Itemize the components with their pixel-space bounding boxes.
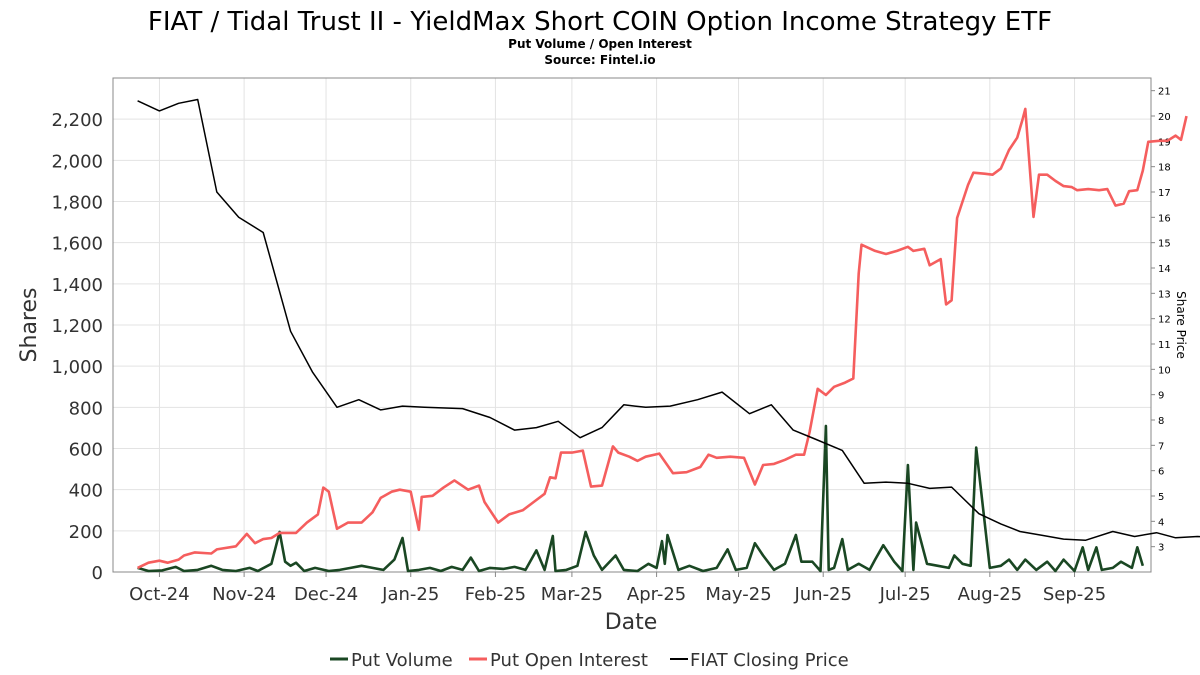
x-tick-label: Jul-25 xyxy=(879,584,931,605)
y-tick-label: 1,800 xyxy=(51,193,103,214)
x-tick-label: Oct-24 xyxy=(129,584,190,605)
y2-tick-label: 14 xyxy=(1158,264,1171,275)
chart-source: Source: Fintel.io xyxy=(544,53,655,67)
y2-tick-label: 3 xyxy=(1158,543,1164,554)
y2-tick-label: 5 xyxy=(1158,492,1164,503)
y2-tick-label: 6 xyxy=(1158,467,1164,478)
x-tick-label: Feb-25 xyxy=(465,584,526,605)
y-tick-label: 400 xyxy=(69,481,103,502)
y2-tick-label: 19 xyxy=(1158,137,1171,148)
y-tick-label: 0 xyxy=(92,563,103,584)
y2-tick-label: 11 xyxy=(1158,340,1171,351)
y-tick-label: 2,200 xyxy=(51,110,103,131)
y-tick-label: 200 xyxy=(69,522,103,543)
chart-subtitle: Put Volume / Open Interest xyxy=(508,37,692,51)
y2-tick-label: 20 xyxy=(1158,112,1171,123)
y-axis-title: Shares xyxy=(17,288,42,363)
legend: Put Volume Put Open Interest FIAT Closing … xyxy=(330,650,849,671)
y-tick-label: 1,400 xyxy=(51,275,103,296)
gridlines xyxy=(113,78,1151,573)
x-axis: Oct-24 Nov-24 Dec-24 Jan-25 Feb-25 Mar-25 Apr-… xyxy=(129,572,1106,605)
y-axis-left: 0 200 400 600 800 1,000 1,200 1,400 1,600 1,800 2,… xyxy=(51,110,103,584)
x-tick-label: Apr-25 xyxy=(627,584,686,605)
x-axis-title: Date xyxy=(605,610,658,635)
y-tick-label: 1,600 xyxy=(51,234,103,255)
x-tick-label: Dec-24 xyxy=(294,584,358,605)
chart-title: FIAT / Tidal Trust II - YieldMax Short C… xyxy=(148,7,1052,37)
put-open-interest-line xyxy=(137,107,1188,570)
y2-axis-title: Share Price xyxy=(1174,291,1188,359)
y-axis-right: 3 4 5 6 7 8 9 10 11 12 13 14 15 16 17 18 19 20 21 xyxy=(1151,87,1171,554)
y2-tick-label: 9 xyxy=(1158,391,1164,402)
y-tick-label: 1,200 xyxy=(51,316,103,337)
fiat-closing-price-line xyxy=(137,98,1200,542)
x-tick-label: Aug-25 xyxy=(958,584,1023,605)
y2-tick-label: 13 xyxy=(1158,289,1171,300)
plot-area xyxy=(112,77,1152,573)
x-tick-label: Jan-25 xyxy=(381,584,439,605)
legend-label: FIAT Closing Price xyxy=(690,650,849,671)
legend-label: Put Open Interest xyxy=(490,650,648,671)
y-tick-label: 1,000 xyxy=(51,357,103,378)
x-tick-label: Jun-25 xyxy=(793,584,852,605)
series-lines xyxy=(137,98,1200,573)
y2-tick-label: 17 xyxy=(1158,188,1171,199)
legend-label: Put Volume xyxy=(351,650,453,671)
y2-tick-label: 8 xyxy=(1158,416,1164,427)
y-tick-label: 2,000 xyxy=(51,151,103,172)
y2-tick-label: 10 xyxy=(1158,365,1171,376)
y2-tick-label: 15 xyxy=(1158,239,1171,250)
put-volume-line xyxy=(137,424,1145,573)
x-tick-label: Sep-25 xyxy=(1043,584,1106,605)
y2-tick-label: 18 xyxy=(1158,163,1171,174)
y2-tick-label: 16 xyxy=(1158,213,1171,224)
x-tick-label: Mar-25 xyxy=(541,584,603,605)
y2-tick-label: 21 xyxy=(1158,87,1171,98)
y2-tick-label: 4 xyxy=(1158,517,1164,528)
y-tick-label: 800 xyxy=(69,398,103,419)
x-tick-label: Nov-24 xyxy=(212,584,276,605)
y2-tick-label: 12 xyxy=(1158,315,1171,326)
y-tick-label: 600 xyxy=(69,440,103,461)
x-tick-label: May-25 xyxy=(705,584,771,605)
y2-tick-label: 7 xyxy=(1158,441,1164,452)
